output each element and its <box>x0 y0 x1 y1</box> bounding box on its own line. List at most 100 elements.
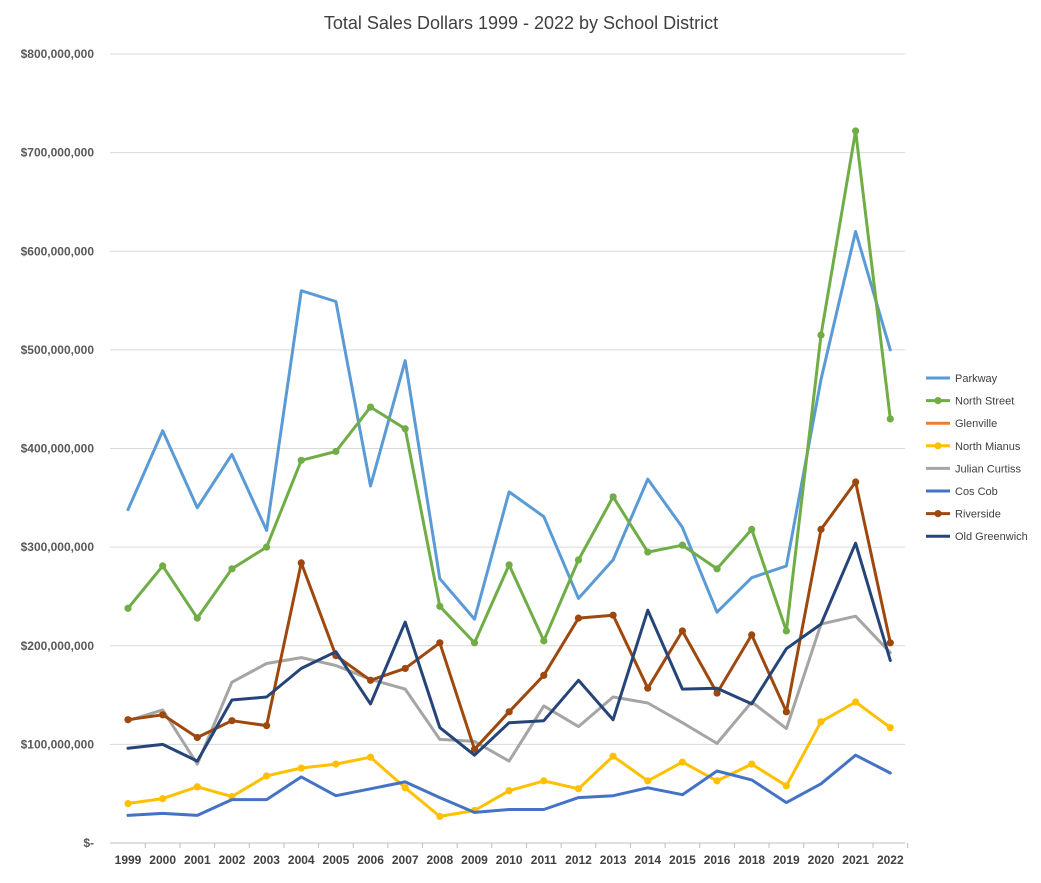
x-tick-label: 2007 <box>392 853 419 867</box>
legend-label: Julian Curtiss <box>955 463 1022 475</box>
north-street-point <box>574 556 583 564</box>
riverside-point <box>436 639 444 647</box>
north-street-point <box>678 541 687 549</box>
x-tick-label: 2009 <box>461 853 488 867</box>
y-tick-label: $700,000,000 <box>21 146 95 160</box>
riverside-point <box>263 722 271 730</box>
north-mianus-point <box>124 799 132 808</box>
x-tick-label: 2005 <box>323 853 350 867</box>
north-street-point <box>505 561 513 569</box>
legend-item-glenville: Glenville <box>926 418 997 430</box>
riverside-point <box>470 745 479 753</box>
riverside-point <box>852 478 860 486</box>
north-mianus-point <box>574 785 583 793</box>
north-mianus-point <box>886 724 894 732</box>
north-street-point <box>436 602 444 610</box>
legend-marker <box>934 509 942 518</box>
north-street-point <box>332 447 340 456</box>
legend-label: Parkway <box>955 373 998 385</box>
legend-label: North Mianus <box>955 441 1021 453</box>
x-tick-label: 2012 <box>565 853 592 867</box>
y-tick-label: $200,000,000 <box>21 639 95 653</box>
x-tick-label: 2021 <box>842 853 869 867</box>
y-tick-label: $500,000,000 <box>21 343 95 357</box>
north-mianus-point <box>401 784 409 792</box>
legend-label: Cos Cob <box>955 486 998 498</box>
x-axis: 1999 2000 2001 2002 2003 2004 2005 2006 2007 2008… <box>115 843 909 867</box>
riverside-point <box>609 611 617 619</box>
legend-marker <box>934 442 942 450</box>
riverside-point <box>401 664 409 673</box>
north-mianus-point <box>644 777 652 785</box>
x-tick-label: 2016 <box>704 853 731 867</box>
julian-curtiss-line <box>126 614 892 766</box>
y-tick-label: $800,000,000 <box>21 47 95 61</box>
north-mianus-point <box>193 783 201 791</box>
series-lines <box>124 127 894 820</box>
x-tick-label: 2014 <box>634 853 661 867</box>
riverside-point <box>159 711 167 719</box>
north-mianus-point <box>713 777 721 785</box>
legend-item-riverside: Riverside <box>926 509 1001 521</box>
x-tick-label: 2003 <box>253 853 280 867</box>
north-mianus-point <box>366 753 375 761</box>
x-tick-label: 2011 <box>531 853 557 867</box>
series-riverside <box>124 478 894 753</box>
north-mianus-point <box>332 760 340 768</box>
north-mianus-point <box>748 760 756 768</box>
chart-title: Total Sales Dollars 1999 - 2022 by Schoo… <box>324 13 718 33</box>
north-mianus-point <box>609 752 617 760</box>
north-street-point <box>713 565 721 573</box>
series-cos-cob <box>126 753 892 817</box>
y-axis: $- $100,000,000 $200,000,000 $300,000,000 $4… <box>21 47 95 850</box>
cos-cob-line <box>126 753 892 817</box>
riverside-point <box>886 639 894 647</box>
x-tick-label: 2004 <box>288 853 315 867</box>
legend-marker <box>934 397 942 405</box>
north-street-point <box>852 127 860 135</box>
riverside-point <box>713 689 721 697</box>
riverside-point <box>748 631 756 639</box>
north-street-point <box>124 604 132 612</box>
y-tick-label: $100,000,000 <box>21 737 95 751</box>
north-street-point <box>609 493 617 501</box>
riverside-point <box>366 676 375 684</box>
riverside-point <box>228 717 236 725</box>
north-mianus-point <box>263 772 271 780</box>
north-street-point <box>540 637 548 645</box>
north-street-point <box>263 543 271 551</box>
legend-label: Riverside <box>955 509 1001 521</box>
riverside-point <box>193 733 201 742</box>
legend-item-parkway: Parkway <box>926 373 998 385</box>
riverside-point <box>574 614 583 622</box>
series-north-mianus <box>124 698 894 820</box>
legend: Parkway North Street Glenville North Mianus… <box>926 373 1028 543</box>
series-old-greenwich <box>126 541 892 763</box>
y-tick-label: $400,000,000 <box>21 442 95 456</box>
north-mianus-point <box>505 787 513 795</box>
north-mianus-point <box>678 758 687 766</box>
x-tick-label: 2002 <box>219 853 246 867</box>
legend-item-north-street: North Street <box>926 396 1014 408</box>
x-tick-label: 2015 <box>669 853 696 867</box>
x-tick-label: 2008 <box>426 853 453 867</box>
riverside-point <box>540 671 548 679</box>
y-tick-label: $300,000,000 <box>21 540 95 554</box>
x-tick-label: 2006 <box>357 853 384 867</box>
north-mianus-point <box>297 764 305 772</box>
legend-label: Glenville <box>955 418 997 430</box>
legend-item-old-greenwich: Old Greenwich <box>926 531 1028 543</box>
riverside-point <box>782 708 790 716</box>
y-tick-label: $- <box>83 836 94 850</box>
north-street-point <box>193 614 201 622</box>
legend-label: Old Greenwich <box>955 531 1028 543</box>
legend-item-cos-cob: Cos Cob <box>926 486 998 498</box>
north-street-point <box>159 562 167 570</box>
north-street-point <box>228 565 236 573</box>
legend-label: North Street <box>955 396 1014 408</box>
riverside-point <box>297 559 305 567</box>
riverside-point <box>644 684 652 692</box>
x-tick-label: 2013 <box>600 853 627 867</box>
